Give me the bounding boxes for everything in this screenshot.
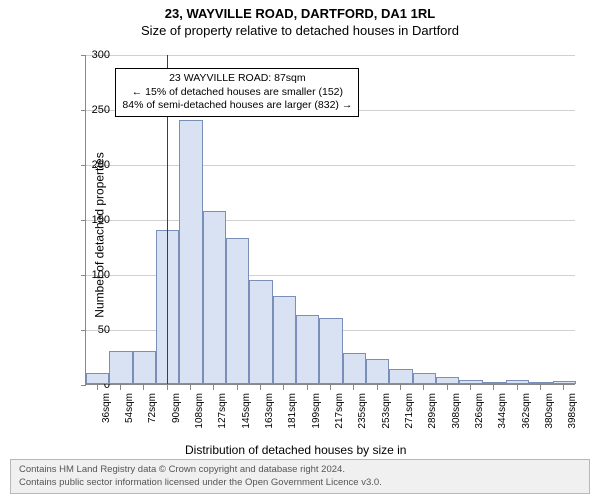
x-tick: [283, 385, 284, 390]
plot-area: 050100150200250300 23 WAYVILLE ROAD: 87s…: [85, 55, 575, 385]
y-tick-label: 200: [80, 159, 110, 171]
chart-container: Number of detached properties 0501001502…: [55, 55, 575, 415]
y-tick-label: 100: [80, 269, 110, 281]
x-tick-label: 181sqm: [287, 393, 298, 429]
x-tick: [563, 385, 564, 390]
x-tick: [470, 385, 471, 390]
x-tick-label: 362sqm: [521, 393, 532, 429]
histogram-bar: [483, 382, 506, 384]
x-tick: [120, 385, 121, 390]
histogram-bar: [86, 373, 109, 384]
page-title: 23, WAYVILLE ROAD, DARTFORD, DA1 1RL: [0, 0, 600, 21]
x-tick-label: 36sqm: [101, 393, 112, 423]
footer-attribution: Contains HM Land Registry data © Crown c…: [10, 459, 590, 494]
y-tick-label: 50: [80, 324, 110, 336]
x-tick-label: 289sqm: [427, 393, 438, 429]
histogram-bar: [249, 280, 272, 385]
x-tick: [493, 385, 494, 390]
annotation-line-3: 84% of semi-detached houses are larger (…: [122, 99, 352, 113]
histogram-bar: [203, 211, 226, 384]
page-subtitle: Size of property relative to detached ho…: [0, 21, 600, 38]
x-tick: [260, 385, 261, 390]
x-tick-label: 54sqm: [124, 393, 135, 423]
y-tick-label: 250: [80, 104, 110, 116]
histogram-bar: [179, 120, 202, 384]
histogram-bar: [529, 382, 552, 384]
histogram-bar: [506, 380, 529, 384]
x-tick: [423, 385, 424, 390]
histogram-bar: [319, 318, 342, 384]
x-tick-label: 398sqm: [567, 393, 578, 429]
histogram-bar: [133, 351, 156, 384]
x-tick: [307, 385, 308, 390]
gridline: [86, 165, 575, 166]
histogram-bar: [413, 373, 436, 384]
x-axis-area: 36sqm 54sqm 72sqm 90sqm 108sqm 127sqm 145sqm 16…: [85, 385, 575, 435]
x-tick: [213, 385, 214, 390]
x-tick: [237, 385, 238, 390]
x-tick-label: 90sqm: [171, 393, 182, 423]
x-tick-label: 108sqm: [194, 393, 205, 429]
x-tick-label: 380sqm: [544, 393, 555, 429]
x-tick: [330, 385, 331, 390]
x-tick-label: 326sqm: [474, 393, 485, 429]
histogram-bar: [343, 353, 366, 384]
histogram-bar: [296, 315, 319, 384]
x-tick: [143, 385, 144, 390]
x-tick-label: 217sqm: [334, 393, 345, 429]
x-tick: [353, 385, 354, 390]
histogram-bar: [226, 238, 249, 384]
x-tick-label: 72sqm: [147, 393, 158, 423]
histogram-bar: [553, 381, 576, 384]
footer-line-2: Contains public sector information licen…: [19, 477, 581, 489]
histogram-bar: [436, 377, 459, 384]
x-tick-label: 253sqm: [381, 393, 392, 429]
x-tick: [400, 385, 401, 390]
histogram-bar: [389, 369, 412, 384]
x-tick: [190, 385, 191, 390]
x-tick-label: 145sqm: [241, 393, 252, 429]
x-tick-label: 308sqm: [451, 393, 462, 429]
x-tick-label: 127sqm: [217, 393, 228, 429]
x-tick-label: 344sqm: [497, 393, 508, 429]
x-tick-label: 163sqm: [264, 393, 275, 429]
x-tick-label: 235sqm: [357, 393, 368, 429]
x-tick-label: 271sqm: [404, 393, 415, 429]
x-tick: [377, 385, 378, 390]
histogram-bar: [366, 359, 389, 384]
x-tick: [517, 385, 518, 390]
x-tick: [97, 385, 98, 390]
annotation-box: 23 WAYVILLE ROAD: 87sqm ← 15% of detache…: [115, 68, 359, 117]
gridline: [86, 55, 575, 56]
y-tick-label: 300: [80, 49, 110, 61]
x-tick: [540, 385, 541, 390]
histogram-bar: [109, 351, 132, 384]
histogram-bar: [459, 380, 482, 384]
gridline: [86, 220, 575, 221]
footer-line-1: Contains HM Land Registry data © Crown c…: [19, 464, 581, 476]
x-tick-label: 199sqm: [311, 393, 322, 429]
x-tick: [447, 385, 448, 390]
histogram-bar: [273, 296, 296, 384]
annotation-line-2: ← 15% of detached houses are smaller (15…: [122, 86, 352, 100]
y-tick-label: 150: [80, 214, 110, 226]
x-tick: [167, 385, 168, 390]
annotation-line-1: 23 WAYVILLE ROAD: 87sqm: [122, 72, 352, 86]
